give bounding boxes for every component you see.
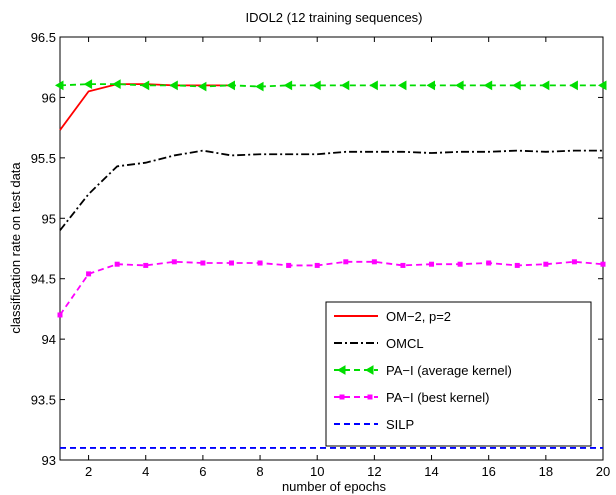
data-point <box>54 80 64 91</box>
x-tick-label: 12 <box>367 464 381 479</box>
data-point <box>114 261 120 267</box>
data-point <box>226 80 235 91</box>
legend-box <box>325 301 592 447</box>
data-point <box>257 260 263 266</box>
data-point <box>543 261 549 267</box>
data-point <box>343 259 349 265</box>
y-tick-label: 94.5 <box>31 272 56 287</box>
data-point <box>143 262 149 268</box>
data-point <box>486 260 492 266</box>
data-point <box>86 271 92 277</box>
axes-frame <box>59 36 604 461</box>
plot-area: 2 4 6 8 10 12 14 16 18 20 93 93.5 94 94.5 95 95.5 96 96.5… <box>31 30 611 479</box>
data-point <box>112 79 121 89</box>
y-tick-label: 95.5 <box>31 151 56 166</box>
x-tick-label: 16 <box>481 464 495 479</box>
x-tick-label: 20 <box>596 464 610 479</box>
data-point <box>514 262 520 268</box>
y-tick-label: 94 <box>42 332 56 347</box>
series-line <box>59 260 604 316</box>
x-tick-label: 4 <box>142 464 149 479</box>
y-tick-label: 96.5 <box>31 30 56 45</box>
data-point <box>197 81 207 92</box>
data-point <box>369 80 378 91</box>
x-tick-label: 6 <box>199 464 206 479</box>
data-point <box>426 80 436 91</box>
x-tick-label: 2 <box>85 464 92 479</box>
data-point <box>340 80 350 91</box>
series-line <box>59 149 603 231</box>
data-point <box>312 80 321 91</box>
data-point <box>314 262 320 268</box>
series-2 <box>54 79 607 92</box>
data-point <box>169 80 178 91</box>
series-3 <box>57 259 606 318</box>
data-point <box>429 261 435 267</box>
data-point <box>597 80 607 91</box>
data-point <box>540 80 550 91</box>
data-point <box>400 262 406 268</box>
data-point <box>57 312 63 318</box>
legend-label: OMCL <box>386 336 424 351</box>
data-point <box>457 261 463 267</box>
data-point <box>512 80 521 91</box>
legend-marker <box>339 394 345 400</box>
y-tick-label: 93.5 <box>31 393 56 408</box>
data-point <box>483 80 493 91</box>
legend-marker <box>364 365 374 375</box>
data-point <box>371 259 377 265</box>
x-axis-label: number of epochs <box>282 479 387 494</box>
legend-label: SILP <box>386 417 414 432</box>
data-point <box>255 81 264 92</box>
data-point <box>283 80 293 91</box>
legend-label: OM−2, p=2 <box>386 309 451 324</box>
x-tick-label: 14 <box>424 464 438 479</box>
legend-label: PA−I (average kernel) <box>386 363 512 378</box>
legend-marker <box>336 365 346 375</box>
data-point <box>228 260 234 266</box>
y-tick-label: 96 <box>42 90 56 105</box>
data-point <box>171 259 177 265</box>
x-tick-label: 10 <box>310 464 324 479</box>
data-point <box>286 262 292 268</box>
data-point <box>455 80 464 91</box>
x-tick-label: 8 <box>256 464 263 479</box>
legend: OM−2, p=2 OMCL PA−I (average kernel) PA−I (… <box>325 301 592 447</box>
chart-title: IDOL2 (12 training sequences) <box>245 10 422 25</box>
data-point <box>83 79 93 89</box>
y-tick-label: 95 <box>42 211 56 226</box>
data-point <box>571 259 577 265</box>
y-tick-label: 93 <box>42 453 56 468</box>
data-point <box>569 80 578 91</box>
data-point <box>600 261 606 267</box>
series-1 <box>59 149 603 231</box>
data-point <box>200 260 206 266</box>
legend-label: PA−I (best kernel) <box>386 390 489 405</box>
data-point <box>397 80 407 91</box>
y-axis-label: classification rate on test data <box>8 162 23 334</box>
data-point <box>140 80 150 91</box>
legend-marker <box>367 394 373 400</box>
x-tick-label: 18 <box>539 464 553 479</box>
